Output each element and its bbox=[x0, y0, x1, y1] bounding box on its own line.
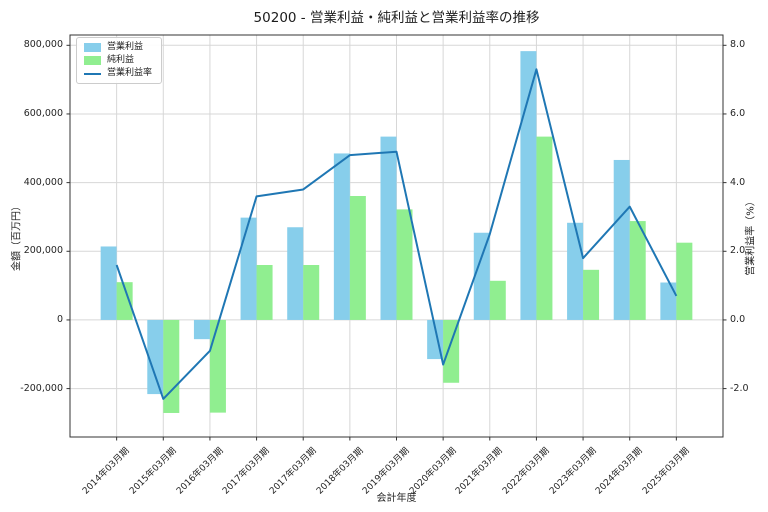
bar-operating-profit bbox=[287, 227, 304, 320]
y-tick-label-left: 400,000 bbox=[23, 176, 63, 188]
y-axis-label-right: 営業利益率（%） bbox=[745, 196, 757, 276]
y-tick-label-left: 0 bbox=[56, 313, 63, 325]
bar-operating-profit bbox=[473, 232, 490, 320]
legend-item: 純利益 bbox=[84, 56, 152, 65]
legend-color-swatch bbox=[84, 43, 101, 52]
bar-net-profit bbox=[443, 319, 460, 383]
bar-operating-profit bbox=[193, 319, 210, 340]
y-tick-label-left: 600,000 bbox=[23, 107, 63, 119]
bar-net-profit bbox=[396, 209, 413, 320]
bar-operating-profit bbox=[333, 153, 350, 320]
bar-operating-profit bbox=[520, 51, 537, 320]
y-tick-label-left: 800,000 bbox=[23, 39, 63, 51]
bar-operating-profit bbox=[660, 282, 677, 320]
y-tick-label-right: 6.0 bbox=[730, 107, 746, 119]
bar-net-profit bbox=[629, 221, 646, 320]
legend-label: 純利益 bbox=[107, 55, 135, 65]
bar-net-profit bbox=[536, 136, 553, 320]
y-axis-label-left: 金額（百万円） bbox=[11, 201, 23, 271]
legend-label: 営業利益率 bbox=[107, 68, 153, 78]
bar-net-profit bbox=[349, 196, 366, 320]
chart-title: 50200 - 営業利益・純利益と営業利益率の推移 bbox=[253, 10, 540, 26]
bar-operating-profit bbox=[613, 159, 630, 320]
legend-line-swatch bbox=[84, 72, 101, 75]
bar-net-profit bbox=[163, 319, 180, 413]
bar-net-profit bbox=[303, 265, 320, 320]
legend-item: 営業利益 bbox=[84, 43, 152, 52]
legend-item: 営業利益率 bbox=[84, 69, 152, 78]
y-tick-label-right: 8.0 bbox=[730, 39, 746, 51]
bar-net-profit bbox=[676, 242, 693, 320]
y-tick-label-left: 200,000 bbox=[23, 245, 63, 257]
legend: 営業利益純利益営業利益率 bbox=[76, 37, 163, 84]
x-axis-label: 会計年度 bbox=[376, 493, 417, 504]
bar-operating-profit bbox=[100, 246, 117, 320]
y-tick-label-right: -2.0 bbox=[730, 382, 749, 394]
operating-margin-line bbox=[115, 68, 678, 400]
bar-net-profit bbox=[583, 269, 600, 320]
y-tick-label-right: 2.0 bbox=[730, 245, 746, 257]
bar-operating-profit bbox=[240, 217, 257, 320]
y-tick-label-right: 4.0 bbox=[730, 176, 746, 188]
y-tick-label-left: -200,000 bbox=[20, 382, 63, 394]
bar-net-profit bbox=[116, 282, 133, 320]
bar-operating-profit bbox=[380, 136, 397, 320]
legend-color-swatch bbox=[84, 56, 101, 65]
bar-net-profit bbox=[256, 265, 273, 320]
y-tick-label-right: 0.0 bbox=[730, 313, 746, 325]
bar-operating-profit bbox=[567, 222, 584, 320]
bar-net-profit bbox=[489, 280, 506, 320]
bar-operating-profit bbox=[147, 319, 164, 395]
bar-net-profit bbox=[209, 319, 226, 413]
legend-label: 営業利益 bbox=[107, 42, 144, 52]
